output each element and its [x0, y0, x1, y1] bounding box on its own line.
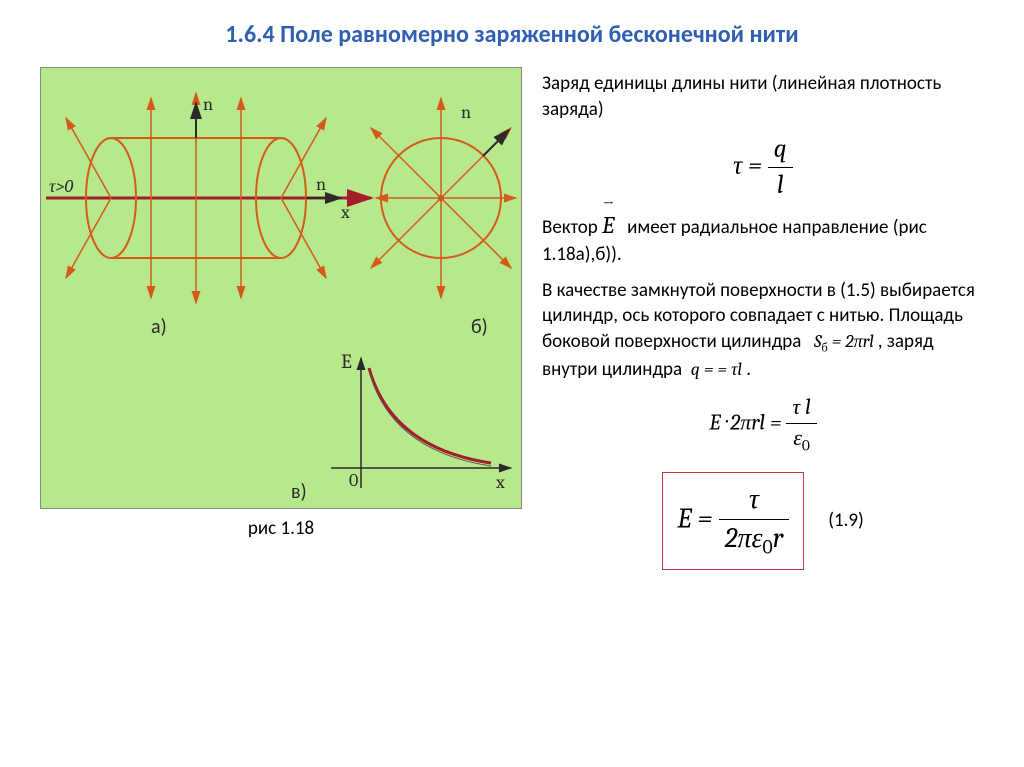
content-row: τ>0 [40, 67, 984, 570]
n-label-1: n [203, 94, 213, 115]
panel-b-label: б) [471, 315, 488, 339]
sb-formula: Sб = 2πrl [810, 331, 878, 352]
equation-number: (1.9) [828, 508, 864, 534]
p3-end: . [746, 358, 751, 381]
vector-E: E [602, 209, 614, 241]
panel-a-label: а) [151, 315, 167, 339]
tau-label: τ>0 [49, 176, 73, 197]
f1-num: q [768, 132, 793, 168]
graph-x-label: x [495, 472, 505, 493]
q-formula: q = = τl [691, 359, 742, 380]
f1-den: l [768, 168, 793, 203]
f1-lhs: τ = [733, 151, 762, 181]
x-axis-label: x [340, 202, 350, 223]
graph-E-label: E [341, 350, 352, 373]
paragraph-2: Вектор E имеет радиальное направление (р… [542, 209, 984, 267]
formula-tau: τ = q l [542, 132, 984, 203]
final-formula-row: E = τ 2πε0r (1.9) [542, 472, 984, 570]
figure-1-18: τ>0 [40, 67, 522, 509]
f3-den: 2πε0r [719, 520, 790, 561]
f3-num: τ [719, 481, 790, 520]
diagram-svg: τ>0 [41, 68, 521, 508]
f2-den: ε0 [786, 424, 816, 456]
paragraph-1: Заряд единицы длины нити (линейная плотн… [542, 71, 984, 122]
left-column: τ>0 [40, 67, 522, 570]
n-label-2: n [316, 174, 326, 195]
formula-gauss: E · 2πrl = τ l ε0 [542, 393, 984, 456]
section-title: 1.6.4 Поле равномерно заряженной бесконе… [40, 20, 984, 49]
right-column: Заряд единицы длины нити (линейная плотн… [542, 67, 984, 570]
p2-after: имеет радиальное направление (рис 1.18а)… [542, 216, 927, 265]
f3-lhs: E = [677, 502, 712, 534]
paragraph-3: В качестве замкнутой поверхности в (1.5)… [542, 278, 984, 384]
panel-c-label: в) [291, 480, 307, 504]
n-label-3: n [461, 102, 471, 123]
graph-zero-label: 0 [349, 470, 358, 491]
f2-lhs: E · 2πrl = [709, 410, 781, 436]
f2-num: τ l [786, 393, 816, 424]
formula-E-final: E = τ 2πε0r [662, 472, 804, 570]
p2-before: Вектор [542, 216, 598, 239]
figure-caption: рис 1.18 [40, 517, 522, 540]
